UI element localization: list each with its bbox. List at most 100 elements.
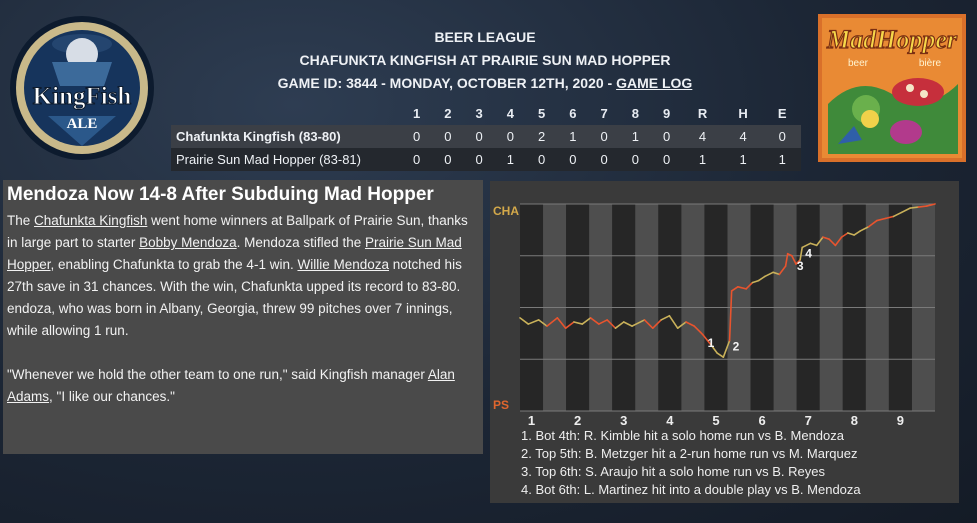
win-probability-segment [840,232,849,238]
win-probability-segment [716,352,725,358]
recap-text: notched his 27th save in 31 chances. Wit… [7,257,462,294]
team-name: Chafunkta Kingfish (83-80) [171,125,401,148]
recap-paragraph: endoza, who was born in Albany, Georgia,… [7,301,453,338]
win-probability-segment [847,232,855,236]
matchup-title: CHAFUNKTA KINGFISH AT PRAIRIE SUN MAD HO… [299,52,671,68]
win-probability-segment [834,236,843,247]
win-probability-segment [581,317,592,325]
win-probability-segment [660,314,671,321]
win-probability-segment [693,325,702,334]
league-name: BEER LEAGUE [434,29,536,45]
linescore-header: 2 [444,106,452,121]
linescore-cell: 0 [557,148,589,171]
linescore-header: 4 [506,106,514,121]
linescore-errors: 0 [763,125,801,148]
linescore-cell: 0 [463,125,495,148]
win-probability-segment [564,321,575,329]
win-probability-segment [859,225,870,232]
recap-text: went home winners at Ballpark of Prairie… [7,213,468,250]
x-tick-label: 8 [851,413,858,428]
svg-text:beer: beer [848,58,869,69]
manager-link-alan-adams[interactable]: Alan Adams [7,367,455,404]
win-probability-segment [900,207,911,214]
linescore-header: 6 [569,106,577,121]
team-link-kingfish[interactable]: Chafunkta Kingfish [34,213,148,228]
event-marker: 4 [805,246,812,260]
game-log-link[interactable]: GAME LOG [616,75,693,91]
linescore-cell: 0 [401,148,433,171]
player-link-bobby-mendoza[interactable]: Bobby Mendoza [139,235,237,250]
recap-text: , enabling Chafunkta to grab the 4-1 win… [50,257,298,272]
linescore-hits: 4 [722,125,764,148]
key-event: 4. Bot 6th: L. Martinez hit into a doubl… [521,482,861,497]
win-probability-segment [778,265,787,276]
x-tick-label: 2 [574,413,581,428]
win-probability-panel: CHA PS 1 2 3 4 5 6 7 8 9 1 2 3 4 1. Bot 4th: R. Kimble… [490,181,959,503]
linescore-cell: 1 [619,125,651,148]
win-probability-segment [772,271,781,276]
linescore-header: 7 [600,106,608,121]
win-probability-segment [867,219,878,228]
recap-headline: Mendoza Now 14-8 After Subduing Mad Hopp… [7,184,434,205]
linescore-cell: 0 [401,125,433,148]
linescore-cell: 1 [494,148,526,171]
win-probability-segment [925,203,936,207]
linescore-cell: 0 [494,125,526,148]
recap-paragraph: The Chafunkta Kingfish went home winners… [7,210,479,298]
win-probability-segment [876,217,887,222]
linescore-header: 3 [475,106,483,121]
key-event: 3. Top 6th: S. Araujo hit a solo home ru… [521,464,825,479]
win-probability-segment [722,339,731,358]
svg-text:bière: bière [919,58,942,69]
linescore-cell: 0 [651,125,683,148]
win-probability-segment [784,252,789,267]
event-marker: 1 [708,336,715,350]
recap-text: , "I like our chances." [49,389,175,404]
x-tick-label: 6 [758,413,765,428]
recap-text: The [7,213,35,228]
x-tick-label: 5 [712,413,719,428]
win-probability-segment [909,206,920,209]
win-probability-segment [757,275,766,282]
linescore-errors: 1 [763,148,801,171]
win-probability-segment [710,343,718,354]
key-events-list: 1. Bot 4th: R. Kimble hit a solo home ru… [521,427,861,499]
linescore-header-row: 1 2 3 4 5 6 7 8 9 R H E [171,102,801,125]
linescore-cell: 0 [588,125,620,148]
x-tick-label: 7 [805,413,812,428]
win-probability-segment [537,319,548,327]
svg-text:MadHopper: MadHopper [826,25,958,54]
linescore-header: E [777,106,787,121]
svg-text:ALE: ALE [67,116,98,132]
linescore-header: 1 [413,106,421,121]
key-event: 2. Top 5th: B. Metzger hit a 2-run home … [521,446,858,461]
key-event: 1. Bot 4th: R. Kimble hit a solo home ru… [521,428,844,443]
win-probability-segment [791,254,797,265]
linescore-header: H [738,106,748,121]
linescore-header: 5 [538,106,546,121]
linescore-cell: 1 [557,125,589,148]
win-probability-segment [853,230,862,236]
win-probability-segment [730,286,739,292]
win-probability-segment [573,321,584,325]
win-probability-segment [589,317,600,325]
event-marker: 2 [733,340,740,354]
linescore-runs: 1 [682,148,723,171]
team-link-mad-hopper[interactable]: Prairie Sun Mad Hopper [7,235,462,272]
team-name: Prairie Sun Mad Hopper (83-81) [171,148,401,171]
player-link-willie-mendoza[interactable]: Willie Mendoza [297,257,390,272]
linescore-hits: 1 [722,148,764,171]
win-probability-segment [606,319,617,329]
linescore-runs: 4 [682,125,723,148]
y-label-top: CHA [493,204,519,218]
win-probability-segment [751,279,760,284]
win-probability-segment [546,317,559,327]
game-recap-panel: Mendoza Now 14-8 After Subduing Mad Hopp… [3,180,483,454]
game-info: GAME ID: 3844 - MONDAY, OCTOBER 12TH, 20… [170,72,800,95]
linescore-header: 8 [631,106,639,121]
win-probability-segment [556,317,567,329]
kingfish-ale-logo: KingFish ALE [10,16,154,160]
linescore-header [171,102,401,125]
linescore-cell: 0 [651,148,683,171]
recap-text: . Mendoza stifled the [236,235,365,250]
